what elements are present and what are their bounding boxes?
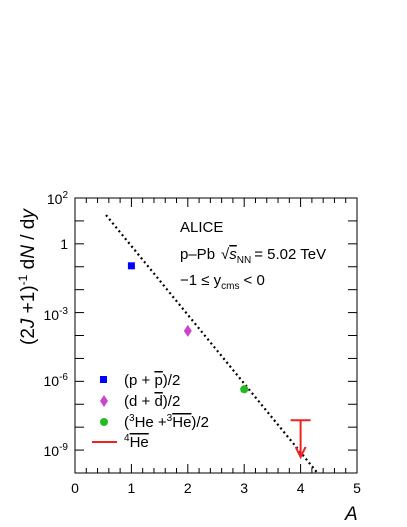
- data-point-protons: [127, 262, 135, 270]
- x-tick-label-2: 2: [184, 480, 192, 496]
- annotation-rapidity: −1 ≤ ycms < 0: [180, 272, 265, 292]
- legend-label-helium4: 4He: [124, 433, 149, 451]
- y-tick-labels: 102 1 10-3 10-6 10-9: [44, 190, 69, 459]
- x-axis-title: A: [344, 504, 358, 525]
- legend-label-helium3: (3He +3He)/2: [124, 413, 209, 431]
- legend: (p + p)/2 (d + d)/2 (3He +3He)/2 4He: [92, 372, 209, 451]
- data-point-helium3: [240, 385, 249, 394]
- x-tick-label-0: 0: [71, 480, 79, 496]
- legend-marker-helium3: [100, 418, 108, 426]
- legend-marker-deuterons: [100, 395, 108, 407]
- axis-ticks: [74, 197, 358, 474]
- y-tick-label-1: 1: [60, 236, 68, 252]
- plot-frame: [74, 197, 358, 474]
- annotation-experiment: ALICE: [180, 219, 223, 236]
- x-tick-label-5: 5: [353, 480, 361, 496]
- y-tick-label-1e2: 102: [47, 190, 69, 207]
- fit-line: [105, 214, 319, 473]
- legend-marker-protons: [100, 376, 107, 383]
- y-axis-title: (2J +1)-1 dN / dy: [16, 208, 39, 345]
- legend-label-deuterons: (d + d)/2: [124, 393, 180, 410]
- legend-label-protons: (p + p)/2: [124, 372, 180, 389]
- x-tick-label-1: 1: [128, 480, 136, 496]
- y-tick-label-1e-9: 10-9: [44, 442, 69, 459]
- data-point-deuterons: [183, 324, 192, 337]
- upper-limit-arrow: [294, 446, 307, 460]
- data-marks: [127, 262, 311, 460]
- y-tick-label-1e-6: 10-6: [44, 372, 69, 389]
- x-tick-label-4: 4: [297, 480, 305, 496]
- y-tick-label-1e-3: 10-3: [44, 306, 69, 323]
- x-tick-labels: 0 1 2 3 4 5: [71, 480, 361, 496]
- x-tick-label-3: 3: [240, 480, 248, 496]
- annotation-system: p–Pb √sNN = 5.02 TeV: [180, 246, 326, 266]
